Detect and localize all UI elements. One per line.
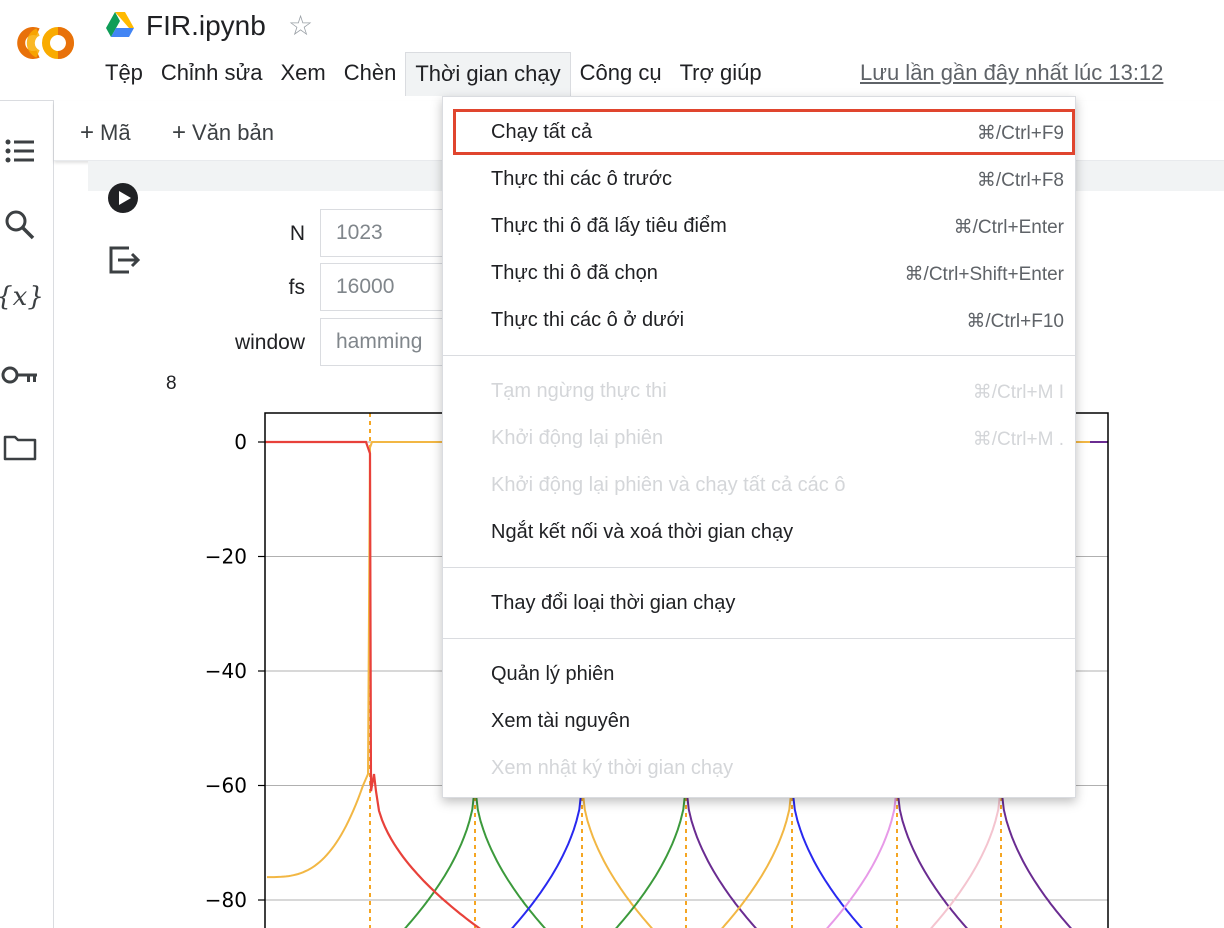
menu-item-shortcut: ⌘/Ctrl+Enter — [953, 217, 1064, 238]
field-input-n[interactable]: 1023 — [320, 209, 450, 257]
header: FIR.ipynb ☆ Tệp Chỉnh sửa Xem Chèn Thời … — [0, 0, 1224, 100]
menu-item-label: Thay đổi loại thời gian chạy — [491, 592, 736, 614]
menubar: Tệp Chỉnh sửa Xem Chèn Thời gian chạy Cô… — [96, 52, 771, 96]
key-icon[interactable] — [0, 355, 40, 395]
plus-icon: + — [172, 119, 187, 146]
y-tick-label: −20 — [205, 545, 247, 569]
response-curve — [930, 785, 1002, 928]
runtime-menu-item[interactable]: Quản lý phiên — [443, 651, 1075, 697]
output-action-icon[interactable] — [107, 244, 141, 276]
menu-separator — [443, 638, 1075, 639]
menu-item-shortcut: ⌘/Ctrl+M I — [972, 382, 1064, 403]
add-text-button[interactable]: + Văn bản — [172, 119, 274, 147]
runtime-menu-item[interactable]: Thực thi ô đã lấy tiêu điểm ⌘/Ctrl+Enter — [443, 203, 1075, 249]
response-curve — [267, 785, 364, 879]
response-curve — [721, 785, 793, 928]
menu-item-label: Thực thi ô đã lấy tiêu điểm — [491, 215, 727, 237]
notebook-title[interactable]: FIR.ipynb — [146, 10, 266, 41]
menu-runtime[interactable]: Thời gian chạy — [405, 52, 571, 96]
field-input-fs[interactable]: 16000 — [320, 263, 450, 311]
response-curve — [265, 440, 481, 928]
runtime-menu-item: Xem nhật ký thời gian chạy — [443, 745, 1075, 791]
variables-icon[interactable]: {x} — [0, 282, 44, 312]
menu-separator — [443, 355, 1075, 356]
menu-item-label: Chạy tất cả — [491, 121, 593, 143]
menu-tools[interactable]: Công cụ — [579, 60, 662, 85]
menu-item-shortcut: ⌘/Ctrl+Shift+Enter — [904, 264, 1064, 285]
output-text: 8 — [166, 373, 177, 394]
runtime-menu-item: Khởi động lại phiên và chạy tất cả các ô — [443, 462, 1075, 508]
response-curve — [791, 785, 863, 928]
menu-item-label: Thực thi ô đã chọn — [491, 262, 658, 284]
menu-separator — [443, 567, 1075, 568]
menu-item-label: Thực thi các ô trước — [491, 168, 673, 190]
runtime-menu-item[interactable]: Thực thi ô đã chọn ⌘/Ctrl+Shift+Enter — [443, 250, 1075, 296]
menu-view[interactable]: Xem — [280, 60, 326, 85]
y-tick-label: −60 — [205, 774, 247, 798]
menu-insert[interactable]: Chèn — [343, 60, 397, 85]
response-curve — [404, 785, 476, 928]
menu-item-shortcut: ⌘/Ctrl+M . — [972, 429, 1064, 450]
runtime-menu-item: Khởi động lại phiên ⌘/Ctrl+M . — [443, 415, 1075, 461]
runtime-menu-item: Tạm ngừng thực thi ⌘/Ctrl+M I — [443, 368, 1075, 414]
menu-item-label: Quản lý phiên — [491, 663, 615, 685]
menu-item-shortcut: ⌘/Ctrl+F9 — [976, 123, 1064, 144]
response-curve — [615, 785, 687, 928]
last-saved-link[interactable]: Lưu lần gần đây nhất lúc 13:12 — [860, 60, 1164, 85]
field-input-window[interactable]: hamming — [320, 318, 450, 366]
search-icon[interactable] — [0, 205, 40, 245]
menu-item-label: Khởi động lại phiên — [491, 427, 664, 449]
menu-item-label: Khởi động lại phiên và chạy tất cả các ô — [491, 474, 846, 496]
add-text-label: Văn bản — [192, 120, 274, 145]
menu-item-label: Xem tài nguyên — [491, 710, 630, 732]
runtime-menu-item[interactable]: Chạy tất cả ⌘/Ctrl+F9 — [453, 109, 1075, 155]
response-curve — [1000, 785, 1072, 928]
folder-icon[interactable] — [0, 427, 40, 467]
plus-icon: + — [80, 119, 95, 146]
menu-item-label: Tạm ngừng thực thi — [491, 380, 667, 402]
response-curve — [826, 785, 898, 928]
colab-logo[interactable] — [8, 22, 80, 64]
response-curve — [581, 785, 653, 928]
menu-item-shortcut: ⌘/Ctrl+F10 — [966, 311, 1064, 332]
menu-item-label: Thực thi các ô ở dưới — [491, 309, 685, 331]
add-code-button[interactable]: + Mã — [80, 119, 131, 147]
y-tick-label: 0 — [234, 430, 247, 454]
y-tick-label: −40 — [205, 659, 247, 683]
field-label-n: N — [289, 222, 305, 245]
menu-edit[interactable]: Chỉnh sửa — [160, 60, 263, 85]
menu-file[interactable]: Tệp — [105, 60, 143, 85]
drive-icon — [106, 12, 134, 37]
response-curve — [511, 785, 583, 928]
menu-item-label: Xem nhật ký thời gian chạy — [491, 757, 734, 779]
menu-help[interactable]: Trợ giúp — [679, 60, 762, 85]
add-code-label: Mã — [100, 120, 131, 145]
runtime-menu-item[interactable]: Ngắt kết nối và xoá thời gian chạy — [443, 509, 1075, 555]
response-curve — [896, 785, 968, 928]
y-tick-label: −80 — [205, 888, 247, 912]
runtime-menu-item[interactable]: Thay đổi loại thời gian chạy — [443, 580, 1075, 626]
left-sidebar: {x} — [0, 100, 54, 928]
menu-item-label: Ngắt kết nối và xoá thời gian chạy — [491, 521, 794, 543]
runtime-menu-item[interactable]: Xem tài nguyên — [443, 698, 1075, 744]
runtime-menu-item[interactable]: Thực thi các ô ở dưới ⌘/Ctrl+F10 — [443, 297, 1075, 343]
toc-icon[interactable] — [0, 131, 40, 171]
field-label-window: window — [234, 331, 305, 354]
response-curve — [685, 785, 757, 928]
star-icon[interactable]: ☆ — [288, 10, 314, 41]
menu-item-shortcut: ⌘/Ctrl+F8 — [976, 170, 1064, 191]
runtime-menu-item[interactable]: Thực thi các ô trước ⌘/Ctrl+F8 — [443, 156, 1075, 202]
run-cell-button[interactable] — [107, 182, 139, 214]
response-curve — [474, 785, 546, 928]
runtime-menu-dropdown: Chạy tất cả ⌘/Ctrl+F9 Thực thi các ô trước… — [442, 96, 1076, 798]
field-label-fs: fs — [288, 276, 305, 299]
